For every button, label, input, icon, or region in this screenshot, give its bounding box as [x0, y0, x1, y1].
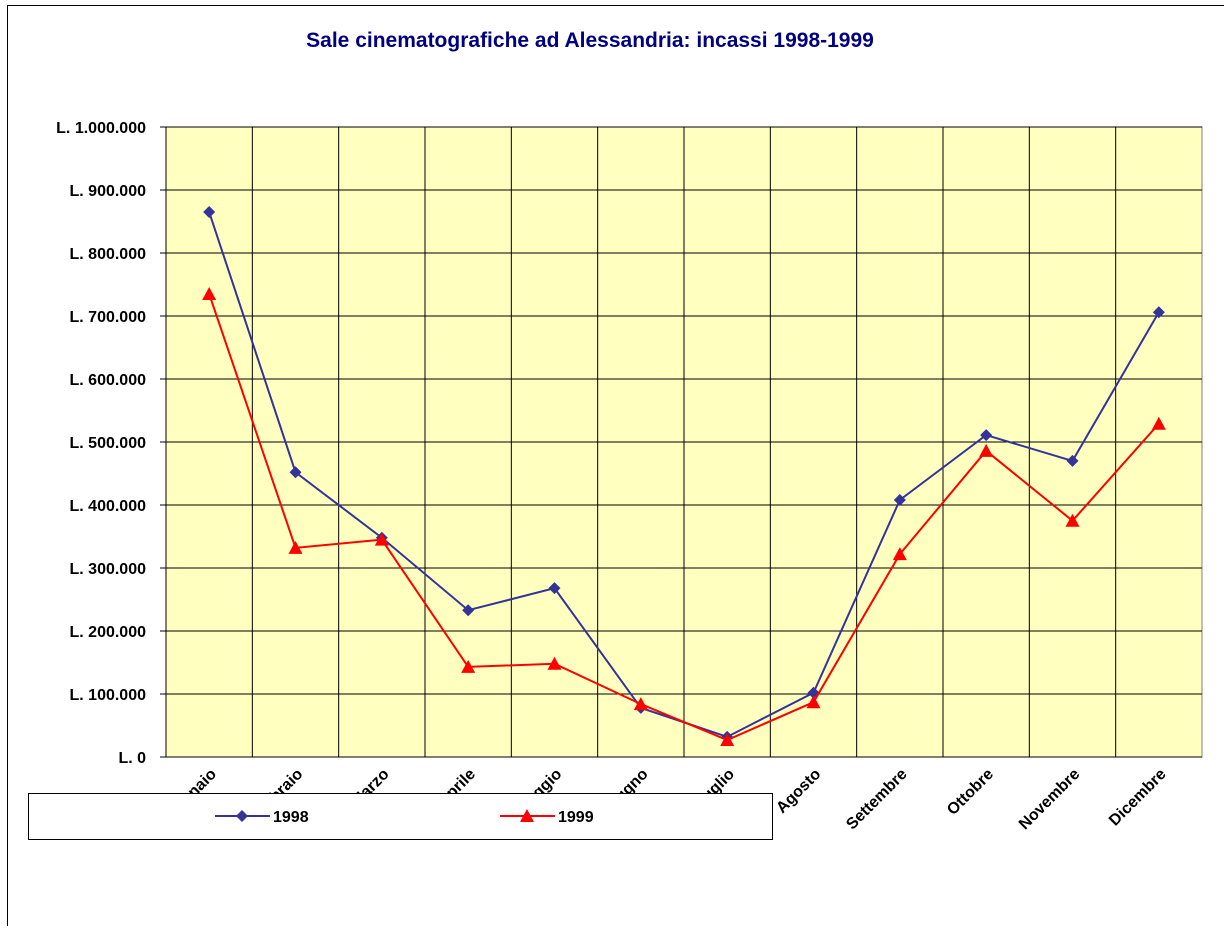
y-tick-label: L. 400.000 — [70, 498, 147, 515]
legend-label: 1998 — [273, 809, 309, 826]
y-tick-label: L. 500.000 — [70, 435, 147, 452]
y-tick-label: L. 200.000 — [70, 624, 147, 641]
y-tick-label: L. 1.000.000 — [56, 120, 146, 137]
chart-title: Sale cinematografiche ad Alessandria: in… — [306, 29, 874, 52]
y-tick-label: L. 300.000 — [70, 561, 147, 578]
y-tick-label: L. 0 — [118, 750, 146, 767]
y-tick-label: L. 800.000 — [70, 246, 147, 263]
y-tick-label: L. 100.000 — [70, 687, 147, 704]
legend — [29, 794, 773, 840]
y-tick-label: L. 700.000 — [70, 309, 147, 326]
y-tick-label: L. 900.000 — [70, 183, 147, 200]
legend-label: 1999 — [558, 809, 594, 826]
y-tick-label: L. 600.000 — [70, 372, 147, 389]
